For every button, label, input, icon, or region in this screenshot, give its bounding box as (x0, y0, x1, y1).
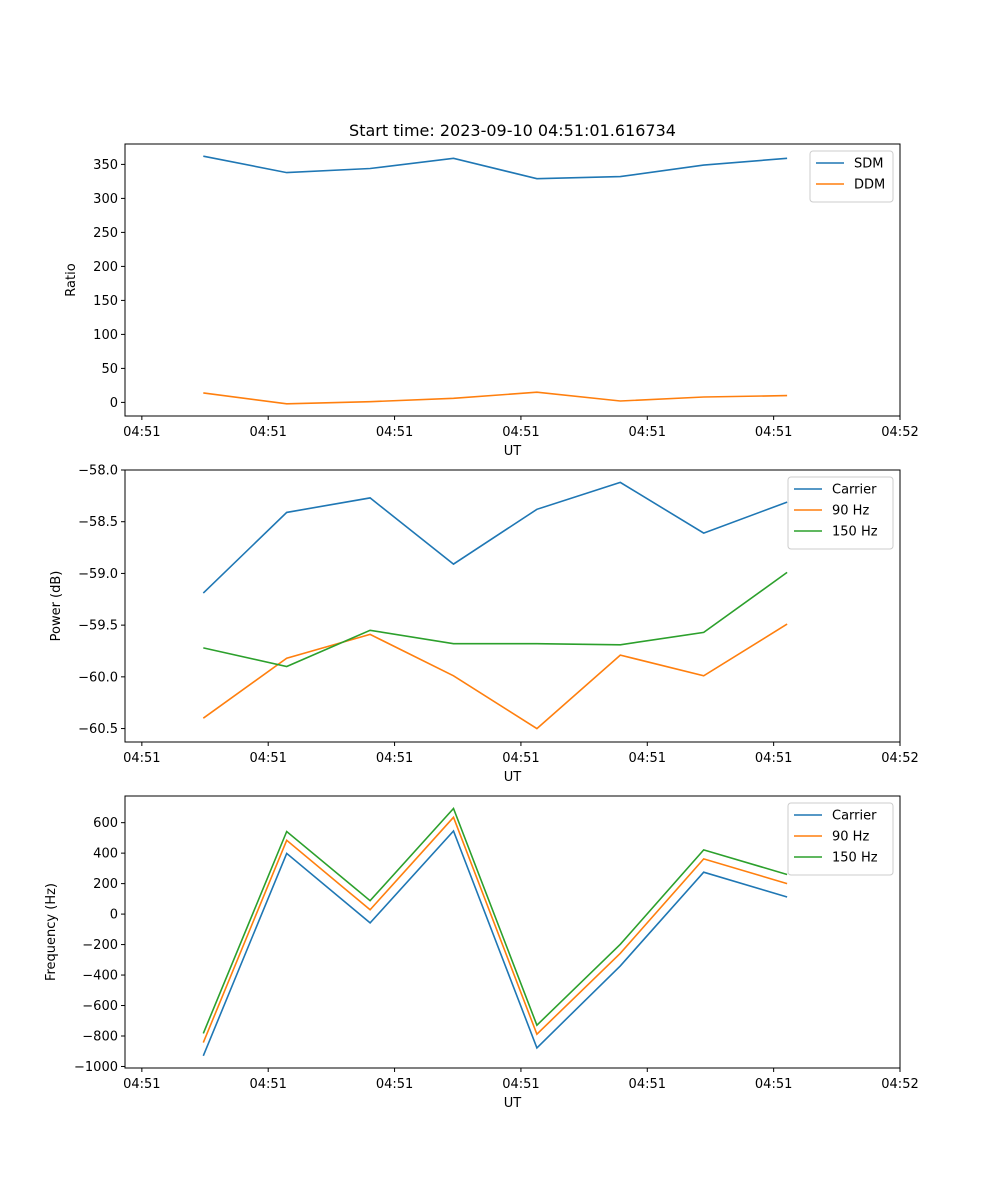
legend-label: 90 Hz (832, 504, 869, 519)
series-line-150-hz (203, 571, 788, 668)
y-tick-label: −400 (82, 969, 118, 984)
x-tick-label: 04:51 (629, 1077, 666, 1092)
series-line-90-hz (202, 623, 788, 730)
x-axis-label: UT (504, 444, 522, 459)
y-tick-label: −59.5 (78, 619, 118, 634)
series-line-90-hz (202, 815, 788, 1043)
x-tick-label: 04:51 (629, 751, 666, 766)
y-tick-label: −200 (82, 938, 118, 953)
y-tick-label: −600 (82, 999, 118, 1014)
x-tick-label: 04:52 (881, 1077, 918, 1092)
subplot-3: 04:51 04:51 04:51 04:51 04:51 04:51 04:52 −1000… (44, 795, 919, 1111)
x-tick-label: 04:51 (249, 1077, 286, 1092)
y-tick-label: 300 (93, 192, 118, 207)
y-tick-label: −58.0 (78, 464, 118, 479)
y-tick-label: 0 (110, 396, 118, 411)
x-tick-label: 04:51 (502, 751, 539, 766)
y-axis-label: Frequency (Hz) (44, 883, 59, 981)
series-line-150-hz (202, 806, 788, 1034)
y-tick-label: −60.0 (78, 670, 118, 685)
series-line-carrier (202, 829, 788, 1057)
y-tick-label: 0 (110, 908, 118, 923)
figure-title: Start time: 2023-09-10 04:51:01.616734 (349, 121, 676, 140)
plots: 04:51 04:51 04:51 04:51 04:51 04:51 04:52 0 50 10… (44, 143, 919, 1111)
y-tick-label: 350 (93, 158, 118, 173)
legend-label: 150 Hz (832, 851, 878, 866)
y-tick-label: 100 (93, 328, 118, 343)
legend: Carrier 90 Hz 150 Hz (787, 802, 894, 876)
x-tick-label: 04:51 (502, 425, 539, 440)
y-axis-label: Power (dB) (49, 571, 64, 642)
x-tick-label: 04:51 (249, 751, 286, 766)
legend-label: DDM (854, 178, 885, 193)
y-tick-label: 200 (93, 260, 118, 275)
y-tick-label: 600 (93, 816, 118, 831)
subplot-1: 04:51 04:51 04:51 04:51 04:51 04:51 04:52 0 50 10… (64, 143, 919, 459)
subplot-2: 04:51 04:51 04:51 04:51 04:51 04:51 04:52 −60.5… (49, 464, 919, 786)
series-line-ddm (203, 391, 788, 405)
x-tick-label: 04:52 (881, 751, 918, 766)
y-tick-label: 150 (93, 294, 118, 309)
y-axis-label: Ratio (64, 263, 79, 296)
y-tick-label: −60.5 (78, 722, 118, 737)
legend-label: 150 Hz (832, 525, 878, 540)
y-tick-label: −58.5 (78, 515, 118, 530)
series-line-carrier (202, 481, 788, 594)
legend: Carrier 90 Hz 150 Hz (787, 476, 894, 550)
x-tick-label: 04:52 (881, 425, 918, 440)
legend-label: SDM (854, 157, 883, 172)
axes-frame (124, 469, 901, 743)
legend: SDM DDM (809, 150, 894, 203)
y-tick-label: 200 (93, 877, 118, 892)
y-tick-label: 50 (101, 362, 118, 377)
x-tick-label: 04:51 (123, 751, 160, 766)
y-tick-label: −800 (82, 1030, 118, 1045)
legend-label: Carrier (832, 483, 877, 498)
x-tick-label: 04:51 (249, 425, 286, 440)
x-tick-label: 04:51 (629, 425, 666, 440)
x-tick-label: 04:51 (123, 425, 160, 440)
axes-frame (124, 795, 901, 1069)
x-axis-label: UT (504, 770, 522, 785)
legend-label: Carrier (832, 809, 877, 824)
x-tick-label: 04:51 (502, 1077, 539, 1092)
x-tick-label: 04:51 (755, 1077, 792, 1092)
y-tick-label: 400 (93, 847, 118, 862)
x-tick-label: 04:51 (376, 425, 413, 440)
x-tick-label: 04:51 (755, 751, 792, 766)
y-tick-label: −59.0 (78, 567, 118, 582)
y-tick-label: 250 (93, 226, 118, 241)
x-tick-label: 04:51 (376, 1077, 413, 1092)
legend-label: 90 Hz (832, 830, 869, 845)
series-line-sdm (203, 155, 788, 180)
x-tick-label: 04:51 (755, 425, 792, 440)
x-axis-label: UT (504, 1096, 522, 1111)
axes-frame (124, 143, 901, 417)
y-tick-label: −1000 (74, 1060, 118, 1075)
x-tick-label: 04:51 (376, 751, 413, 766)
x-tick-label: 04:51 (123, 1077, 160, 1092)
